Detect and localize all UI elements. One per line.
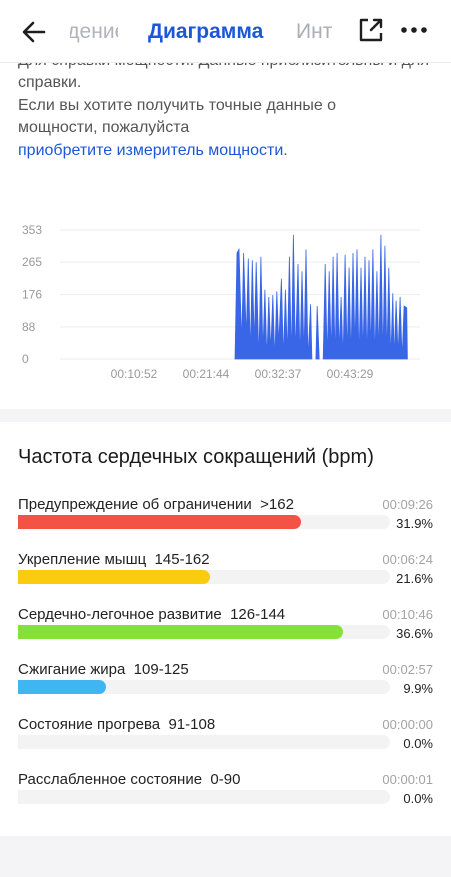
- hr-zone-bar-track: [18, 570, 390, 584]
- hr-zone-bar-fill: [18, 570, 210, 584]
- y-tick-label: 88: [22, 320, 36, 334]
- hr-zone-bar-track: [18, 790, 390, 804]
- hr-zone-percent: 21.6%: [396, 571, 433, 586]
- hr-zone-range: >162: [251, 496, 294, 513]
- y-tick-label: 265: [22, 255, 42, 269]
- hr-zone-percent: 31.9%: [396, 516, 433, 531]
- hr-zone-bar-fill: [18, 625, 343, 639]
- hr-zone-range: 91-108: [160, 716, 216, 733]
- power-series-area: [234, 234, 313, 360]
- hr-zone-time: 00:09:26: [382, 497, 433, 512]
- hr-zone-bar-track: [18, 515, 390, 529]
- heart-rate-title: Частота сердечных сокращений (bpm): [18, 446, 374, 468]
- hr-zone-label: Состояние прогрева 91-108: [18, 716, 215, 733]
- y-tick-label: 0: [22, 352, 29, 366]
- hr-zone-row: Сердечно-легочное развитие 126-144 00:10:…: [0, 606, 451, 661]
- hr-zone-time: 00:06:24: [382, 552, 433, 567]
- hr-zone-name: Сжигание жира: [18, 661, 126, 678]
- hr-zone-name: Укрепление мышц: [18, 551, 147, 568]
- hr-zone-time: 00:10:46: [382, 607, 433, 622]
- power-series-area: [315, 305, 320, 360]
- tab-intervals[interactable]: Инт: [296, 20, 333, 43]
- x-tick-label: 00:32:37: [255, 367, 302, 381]
- x-tick-label: 00:10:52: [111, 367, 158, 381]
- hr-zone-label: Сжигание жира 109-125: [18, 661, 189, 678]
- hr-zone-range: 145-162: [146, 551, 210, 568]
- hr-zone-row: Предупреждение об ограничении >162 00:09:…: [0, 496, 451, 551]
- hr-zone-row: Состояние прогрева 91-108 00:00:00 0.0%: [0, 716, 451, 771]
- hr-zone-percent: 9.9%: [403, 681, 433, 696]
- hr-zone-label: Предупреждение об ограничении >162: [18, 496, 294, 513]
- info-line-4: приобретите измеритель мощности.: [18, 141, 288, 159]
- hr-zone-name: Сердечно-легочное развитие: [18, 606, 222, 623]
- hr-zone-label: Расслабленное состояние 0-90: [18, 771, 240, 788]
- x-tick-label: 00:43:29: [327, 367, 374, 381]
- tab-chart[interactable]: Диаграмма: [148, 20, 264, 43]
- hr-zone-bar-track: [18, 680, 390, 694]
- tab-summary[interactable]: Сведение: [70, 20, 118, 43]
- hr-zone-label: Сердечно-легочное развитие 126-144: [18, 606, 285, 623]
- hr-zone-range: 109-125: [125, 661, 189, 678]
- buy-power-meter-link[interactable]: приобретите измеритель мощности: [18, 141, 284, 159]
- hr-zone-row: Расслабленное состояние 0-90 00:00:01 0.0%: [0, 771, 451, 826]
- hr-zone-time: 00:00:01: [382, 772, 433, 787]
- top-bar: Сведение Диаграмма Инт: [0, 0, 451, 63]
- hr-zone-range: 126-144: [221, 606, 286, 623]
- info-line-cut: Для справки мощности. Данные приблизител…: [18, 63, 438, 72]
- hr-zone-time: 00:02:57: [382, 662, 433, 677]
- hr-zone-percent: 36.6%: [396, 626, 433, 641]
- hr-zone-name: Расслабленное состояние: [18, 771, 203, 788]
- hr-zone-percent: 0.0%: [403, 736, 433, 751]
- hr-zone-bar-track: [18, 625, 390, 639]
- power-chart: 353 265 176 88 0 00:10:52 00:21:44 00:32:37 00:4…: [22, 223, 420, 381]
- power-card: Для справки мощности. Данные приблизител…: [0, 63, 451, 409]
- y-tick-label: 353: [22, 223, 42, 237]
- hr-zone-label: Укрепление мышц 145-162: [18, 551, 210, 568]
- hr-zone-name: Состояние прогрева: [18, 716, 161, 733]
- more-options-icon[interactable]: [400, 18, 428, 42]
- heart-rate-card: Частота сердечных сокращений (bpm) Преду…: [0, 422, 451, 836]
- hr-zone-bar-track: [18, 735, 390, 749]
- hr-zone-name: Предупреждение об ограничении: [18, 496, 252, 513]
- hr-zone-row: Укрепление мышц 145-162 00:06:24 21.6%: [0, 551, 451, 606]
- info-line-2: Если вы хотите получить точные данные о: [18, 96, 337, 114]
- x-tick-label: 00:21:44: [183, 367, 230, 381]
- hr-zone-row: Сжигание жира 109-125 00:02:57 9.9%: [0, 661, 451, 716]
- hr-zone-time: 00:00:00: [382, 717, 433, 732]
- hr-zone-range: 0-90: [202, 771, 241, 788]
- back-arrow-icon[interactable]: [18, 16, 50, 48]
- hr-zone-bar-fill: [18, 515, 302, 529]
- share-icon[interactable]: [357, 16, 385, 44]
- power-info-text: Для справки мощности. Данные приблизител…: [18, 63, 438, 162]
- hr-zone-bar-fill: [18, 680, 106, 694]
- hr-zone-percent: 0.0%: [403, 791, 433, 806]
- info-line-1: справки.: [18, 74, 82, 91]
- y-tick-label: 176: [22, 288, 42, 302]
- info-line-3: мощности, пожалуйста: [18, 119, 190, 136]
- power-series-area: [322, 234, 408, 360]
